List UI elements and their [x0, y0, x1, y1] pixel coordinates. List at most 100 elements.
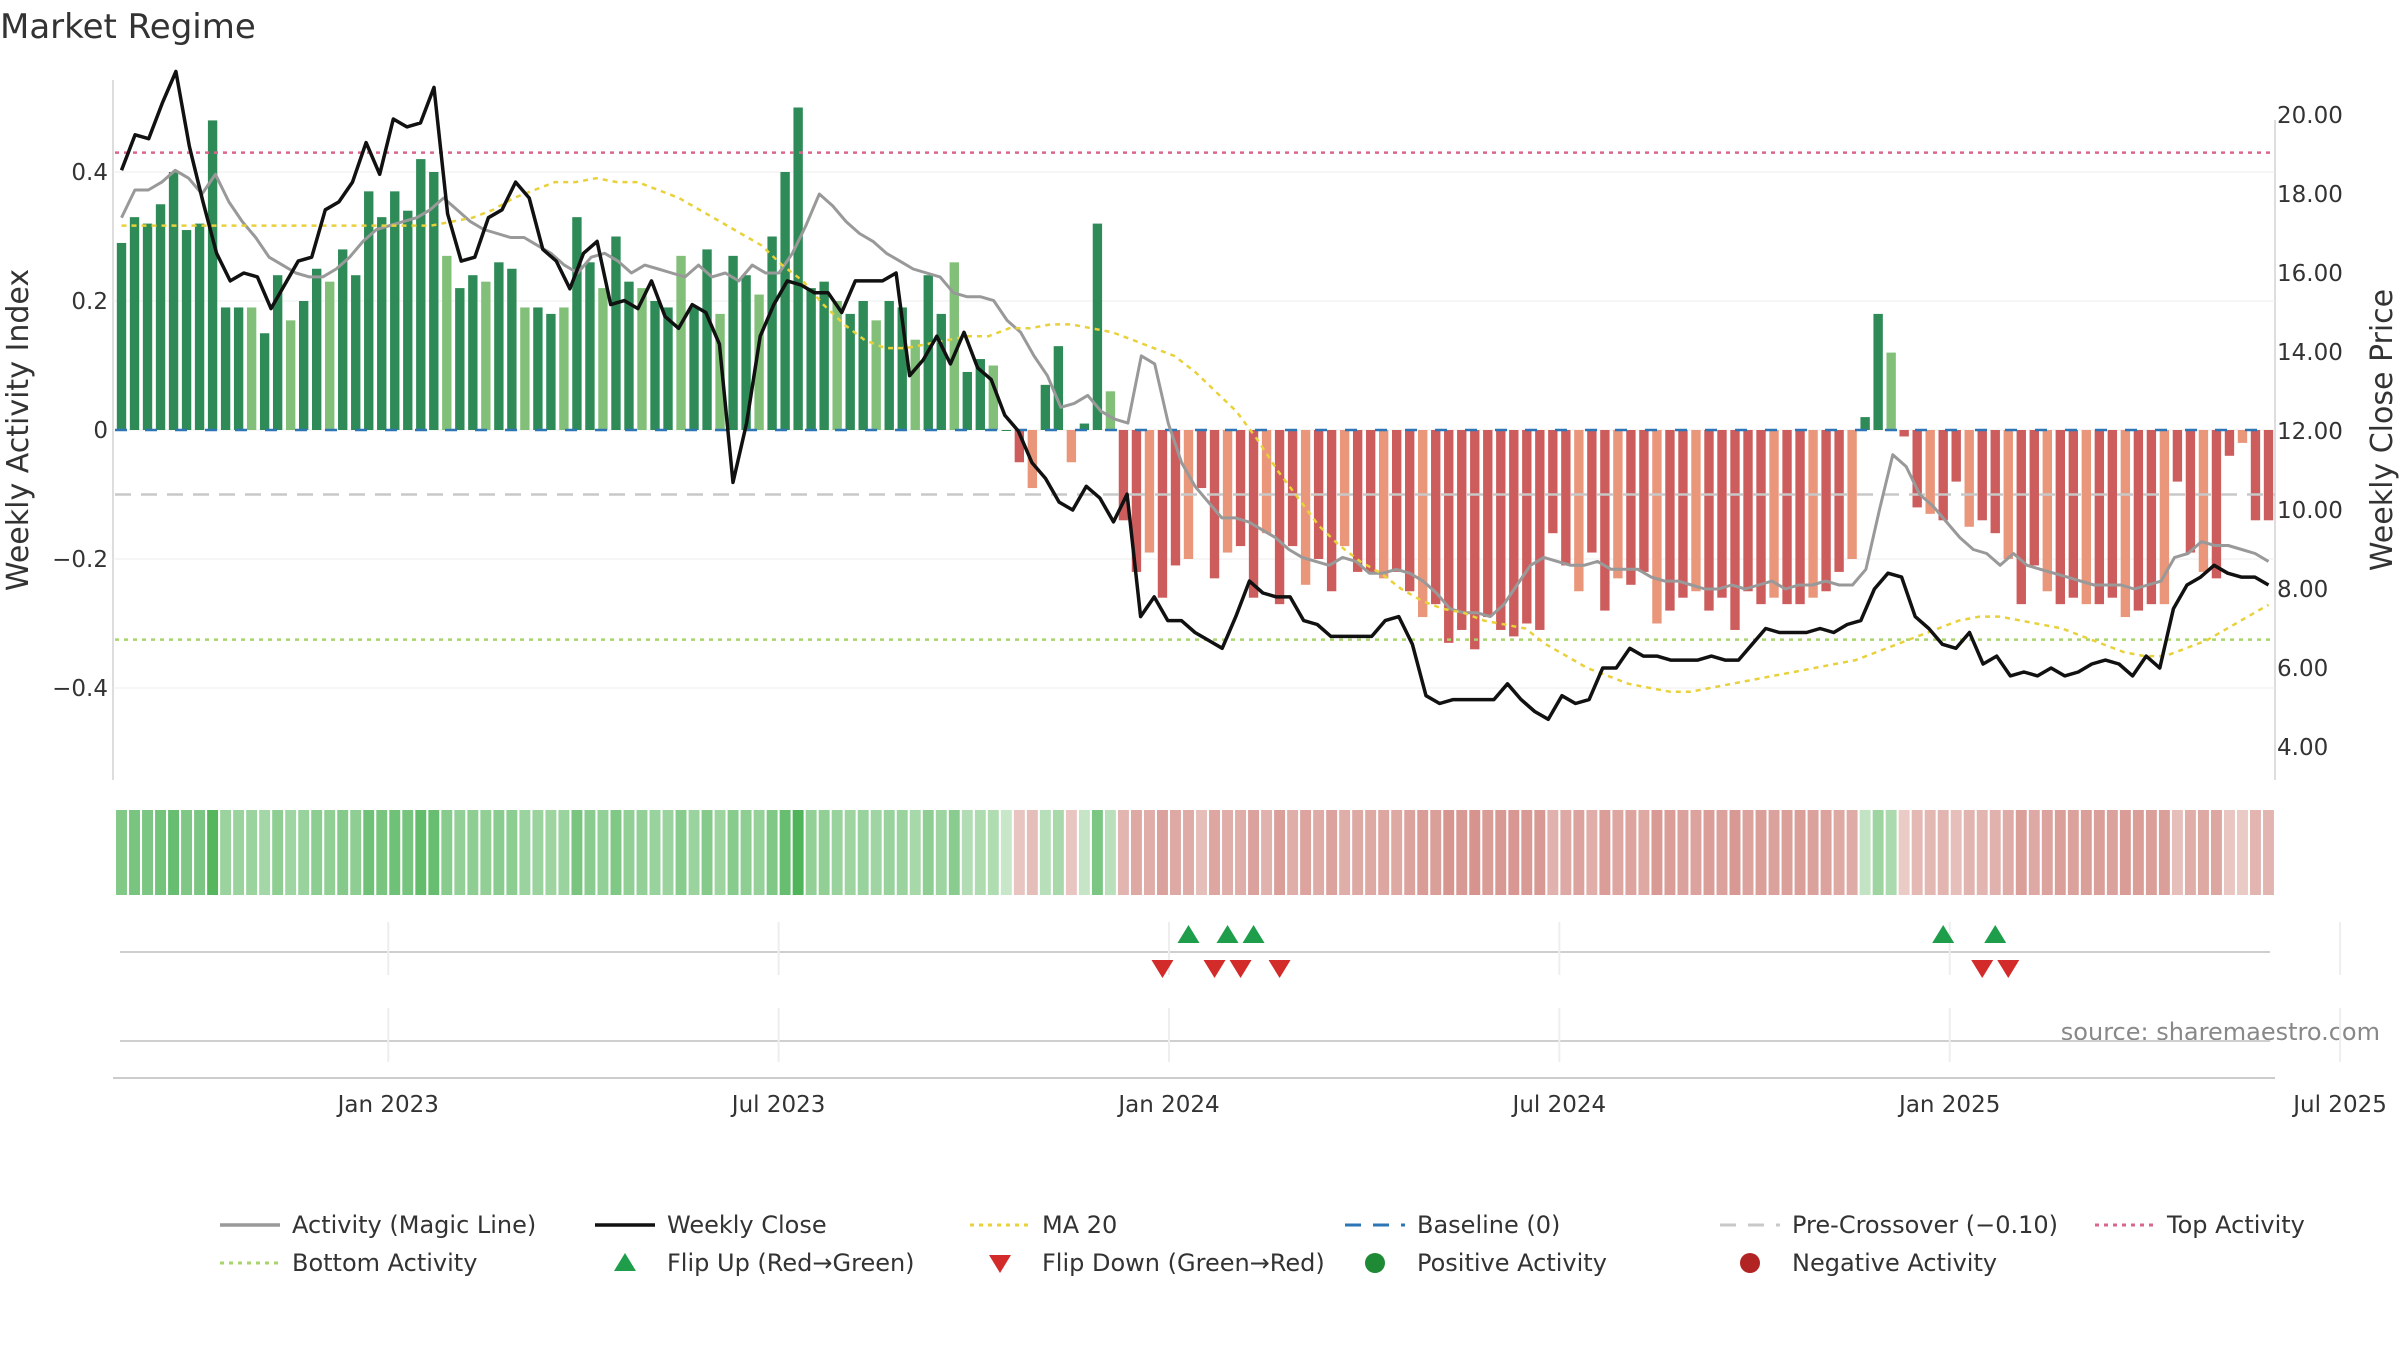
regime-strip-cell [1573, 810, 1585, 895]
regime-strip-cell [1872, 810, 1884, 895]
regime-strip-cell [1833, 810, 1845, 895]
activity-bar [1522, 430, 1532, 624]
regime-strip-cell [1885, 810, 1897, 895]
regime-strip-cell [1846, 810, 1858, 895]
regime-strip-cell [1638, 810, 1650, 895]
regime-strip-cell [155, 810, 167, 895]
activity-bar [1040, 384, 1051, 430]
activity-bar [364, 191, 374, 430]
regime-strip-cell [1534, 810, 1546, 895]
regime-strip-layer [116, 810, 2274, 895]
activity-bar [1066, 430, 1077, 463]
regime-strip-cell [688, 810, 700, 895]
legend-item: Flip Down (Green→Red) [989, 1249, 1325, 1277]
regime-strip-cell [1703, 810, 1715, 895]
activity-bar [910, 339, 920, 430]
activity-bar [1444, 430, 1454, 643]
regime-strip-cell [1859, 810, 1871, 895]
regime-strip-cell [922, 810, 934, 895]
regime-strip-cell [480, 810, 492, 895]
regime-strip-cell [1274, 810, 1286, 895]
regime-strip-cell [649, 810, 661, 895]
regime-strip-cell [376, 810, 388, 895]
regime-strip-cell [1794, 810, 1806, 895]
activity-bar [468, 275, 478, 430]
regime-strip-cell [2158, 810, 2170, 895]
regime-strip-cell [1807, 810, 1819, 895]
activity-bar [351, 275, 361, 430]
activity-bar [806, 288, 816, 430]
activity-bar [1834, 430, 1844, 572]
activity-bar [1378, 430, 1389, 579]
regime-strip-cell [467, 810, 479, 895]
activity-bar [702, 249, 712, 430]
regime-strip-cell [1976, 810, 1988, 895]
activity-bar [2250, 430, 2261, 521]
regime-strip-cell [1911, 810, 1923, 895]
chart-title: Market Regime [0, 7, 256, 47]
activity-bar [259, 333, 270, 430]
activity-bar [689, 307, 699, 430]
regime-strip-cell [2223, 810, 2235, 895]
legend-item: Flip Up (Red→Green) [614, 1249, 915, 1277]
ticks-layer: 0.4 0.2 0 −0.2 −0.4 20.00 18.00 16.00 14.00 12.00… [52, 103, 2387, 1118]
activity-bar [1574, 430, 1584, 592]
activity-bar [1925, 430, 1935, 514]
regime-strip-cell [766, 810, 778, 895]
regime-strip-cell [285, 810, 297, 895]
activity-bar [116, 242, 127, 430]
activity-bar [1470, 430, 1480, 650]
activity-bar [298, 301, 309, 430]
regime-strip-cell [1039, 810, 1051, 895]
x-tick-label: Jul 2025 [2291, 1092, 2387, 1118]
regime-strip-cell [1664, 810, 1676, 895]
legend-item: Weekly Close [595, 1211, 827, 1239]
activity-bar [1105, 391, 1116, 430]
regime-strip-cell [2184, 810, 2196, 895]
activity-bar [2263, 430, 2274, 521]
regime-strip-cell [311, 810, 323, 895]
legend-label: Positive Activity [1417, 1249, 1607, 1277]
activity-bar [2068, 430, 2078, 598]
activity-bar [1001, 430, 1012, 431]
legend-label: Flip Up (Red→Green) [667, 1249, 915, 1277]
regime-strip-cell [701, 810, 713, 895]
regime-strip-cell [1235, 810, 1247, 895]
y-right-tick-label: 8.00 [2277, 577, 2328, 603]
regime-strip-cell [506, 810, 518, 895]
regime-strip-cell [844, 810, 856, 895]
regime-strip-cell [1482, 810, 1494, 895]
regime-strip-cell [1170, 810, 1181, 895]
activity-bar [1209, 430, 1220, 579]
activity-bar [650, 301, 660, 430]
regime-strip-cell [1352, 810, 1364, 895]
flip-down-marker [1971, 960, 1994, 978]
activity-bar [416, 159, 426, 430]
weekly-close-line [119, 69, 2270, 722]
activity-bar [1743, 430, 1753, 592]
regime-strip-cell [298, 810, 310, 895]
activity-bar [1639, 430, 1649, 572]
regime-strip-cell [2054, 810, 2066, 895]
activity-bar [1548, 430, 1558, 534]
activity-bar [2237, 430, 2248, 443]
activity-bar [715, 313, 725, 430]
activity-bar [1600, 430, 1610, 611]
activity-bar [1053, 346, 1064, 430]
activity-bar [1287, 430, 1298, 547]
regime-strip-cell [597, 810, 609, 895]
activity-bar [1912, 430, 1922, 508]
regime-strip-cell [519, 810, 531, 895]
regime-strip-cell [1989, 810, 2001, 895]
legend-item: Positive Activity [1365, 1249, 1607, 1277]
activity-bar [1899, 430, 1909, 437]
regime-strip-cell [714, 810, 726, 895]
regime-strip-cell [1013, 810, 1025, 895]
legend-item: Top Activity [2095, 1211, 2305, 1239]
regime-strip-cell [1781, 810, 1793, 895]
flip-down-marker [1997, 960, 2020, 978]
activity-bar [403, 210, 413, 430]
activity-bar [181, 230, 192, 430]
activity-bar [1665, 430, 1675, 611]
activity-bar [338, 249, 348, 430]
